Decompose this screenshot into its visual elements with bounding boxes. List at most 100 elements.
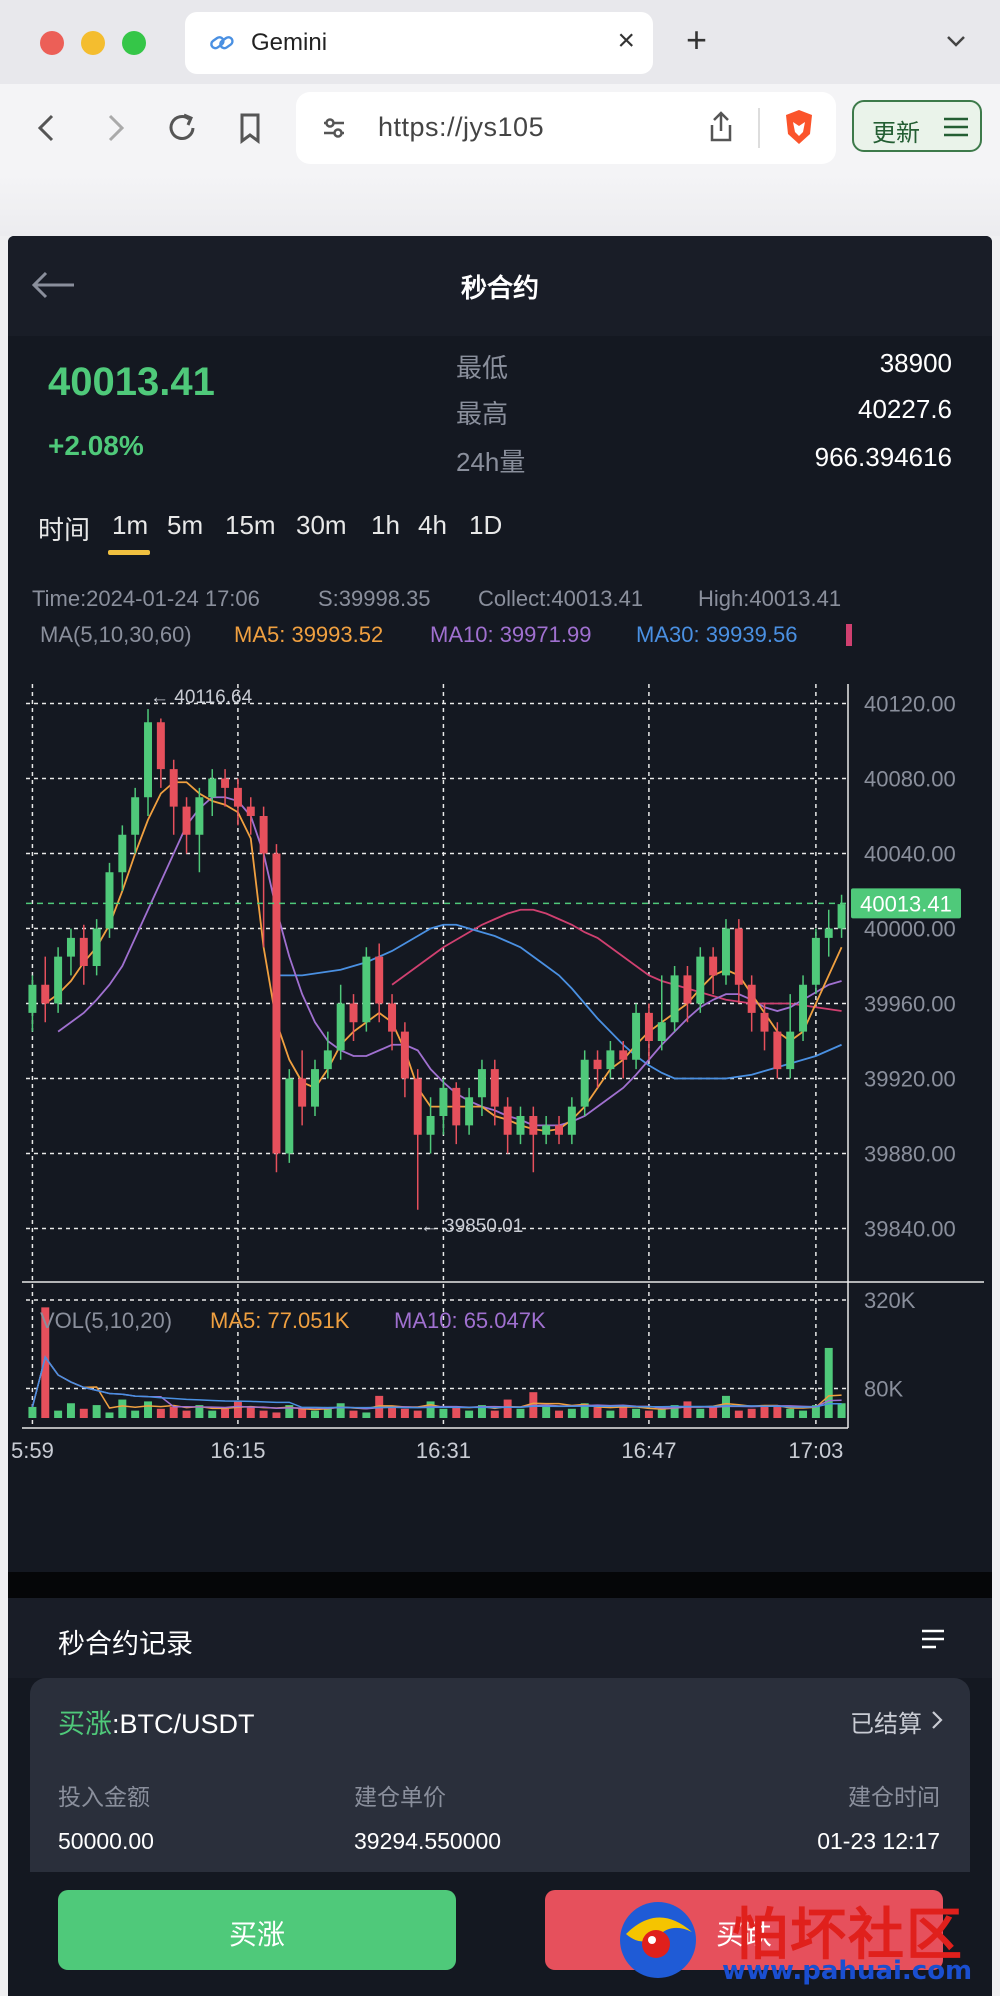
volume-bar <box>195 1405 204 1418</box>
volume-bar <box>169 1406 178 1418</box>
volume-bar <box>221 1408 230 1418</box>
update-label: 更新 <box>872 120 920 147</box>
y-tick-label: 39840.00 <box>864 1217 956 1242</box>
tab-time[interactable]: 时间 <box>38 515 91 545</box>
candle-body <box>644 1012 653 1041</box>
record-card[interactable]: 买涨:BTC/USDT 已结算 投入金额 建仓单价 建仓时间 50000.00 … <box>30 1678 970 1898</box>
volume-bar <box>66 1403 75 1418</box>
candle-body <box>709 956 718 976</box>
watermark-text: 怕坏社区 <box>732 1903 964 1968</box>
candle-body <box>786 1031 795 1070</box>
tab-1m[interactable]: 1m <box>112 510 149 540</box>
zoom-window-button[interactable] <box>122 31 146 55</box>
tab-5m[interactable]: 5m <box>167 510 204 540</box>
volume-bar <box>632 1408 641 1418</box>
candle-body <box>195 797 204 835</box>
link-icon <box>209 30 237 58</box>
candle-body <box>799 984 808 1032</box>
tab-15m[interactable]: 15m <box>225 510 276 540</box>
brave-shield-icon[interactable] <box>782 108 816 146</box>
candle-body <box>375 956 384 1004</box>
candle-body <box>580 1059 589 1107</box>
tab-1d[interactable]: 1D <box>469 510 503 540</box>
site-settings-icon[interactable] <box>320 114 348 142</box>
amount-label: 投入金额 <box>58 1784 150 1810</box>
candle-body <box>336 1003 345 1051</box>
kline-chart-area[interactable]: 40120.00 40080.00 40040.00 40000.00 39960.00… <box>8 566 992 1546</box>
x-tick-label: 17:03 <box>788 1438 843 1463</box>
candle-body <box>388 1003 397 1032</box>
min-price-label: ← 39850.01 <box>420 1216 524 1237</box>
new-tab-icon[interactable]: + <box>686 19 708 60</box>
volume-bar <box>79 1408 88 1418</box>
volume-bar <box>542 1406 551 1418</box>
price-change: +2.08% <box>48 430 144 461</box>
reload-icon[interactable] <box>160 106 204 150</box>
browser-tab[interactable]: Gemini × <box>185 12 653 74</box>
tab-4h[interactable]: 4h <box>418 510 447 540</box>
back-icon[interactable] <box>26 106 70 150</box>
volume-bar <box>105 1412 114 1418</box>
close-window-button[interactable] <box>40 31 64 55</box>
page-gap <box>0 174 1000 236</box>
volume-bar <box>824 1347 833 1418</box>
volume-bar <box>426 1401 435 1418</box>
volume-bar <box>657 1408 666 1418</box>
tab-30m[interactable]: 30m <box>296 510 347 540</box>
current-price: 40013.41 <box>48 360 215 404</box>
back-arrow-icon[interactable] <box>30 270 76 300</box>
record-pair: :BTC/USDT <box>112 1709 255 1739</box>
close-tab-icon[interactable]: × <box>617 24 635 57</box>
volume-bar <box>465 1410 474 1418</box>
candle-body <box>516 1116 525 1135</box>
list-icon[interactable] <box>920 1628 946 1650</box>
candle-body <box>285 1078 294 1154</box>
buy-up-button[interactable]: 买涨 <box>58 1890 456 1970</box>
candle-body <box>490 1069 499 1107</box>
x-tick-label: 16:47 <box>621 1438 676 1463</box>
candle-body <box>452 1087 461 1126</box>
browser-toolbar: https://jys105 更新 <box>0 84 1000 174</box>
volume-bar <box>747 1408 756 1418</box>
vol-ma5-legend: MA5: 77.051K <box>210 1308 350 1333</box>
candle-body <box>156 722 165 770</box>
buy-down-button[interactable]: 买跌 <box>545 1890 943 1970</box>
tab-1h[interactable]: 1h <box>371 510 400 540</box>
candle-body <box>233 787 242 807</box>
share-icon[interactable] <box>706 110 736 144</box>
chevron-down-icon[interactable] <box>945 30 967 52</box>
stat-volume-value: 966.394616 <box>814 442 952 472</box>
last-price-tag <box>851 888 961 919</box>
minimize-window-button[interactable] <box>81 31 105 55</box>
volume-bar <box>272 1412 281 1418</box>
ma10-legend: MA10: 39971.99 <box>430 622 591 647</box>
address-bar[interactable]: https://jys105 <box>296 92 836 164</box>
chevron-right-icon[interactable] <box>930 1710 944 1730</box>
x-tick-label: 5:59 <box>11 1438 54 1463</box>
info-s: S:39998.35 <box>318 586 431 611</box>
vol-ma10-legend: MA10: 65.047K <box>394 1308 546 1333</box>
forward-icon[interactable] <box>92 106 136 150</box>
open-time-value: 01-23 12:17 <box>817 1828 940 1854</box>
candle-body <box>54 956 63 1004</box>
info-collect: Collect:40013.41 <box>478 586 643 611</box>
open-price-label: 建仓单价 <box>354 1784 446 1810</box>
volume-bar <box>786 1408 795 1418</box>
volume-bar <box>837 1403 846 1418</box>
volume-bar <box>92 1405 101 1418</box>
kline-chart[interactable]: 40120.00 40080.00 40040.00 40000.00 39960.00… <box>8 566 992 1546</box>
candle-body <box>169 769 178 807</box>
open-time-label: 建仓时间 <box>848 1784 940 1810</box>
bookmark-icon[interactable] <box>228 106 272 150</box>
candle-body <box>567 1106 576 1135</box>
volume-bar <box>400 1408 409 1418</box>
candle-body <box>41 984 50 1004</box>
record-status: 已结算 <box>850 1711 922 1738</box>
update-button[interactable]: 更新 <box>852 100 982 152</box>
y-tick-label: 39920.00 <box>864 1067 956 1092</box>
stat-volume-label: 24h量 <box>456 447 526 477</box>
candle-body <box>606 1050 615 1070</box>
app-container: 秒合约 40013.41 +2.08% 最低 38900 最高 40227.6 … <box>8 236 992 1996</box>
record-title: 买涨:BTC/USDT <box>58 1702 255 1741</box>
candle-body <box>555 1125 563 1135</box>
